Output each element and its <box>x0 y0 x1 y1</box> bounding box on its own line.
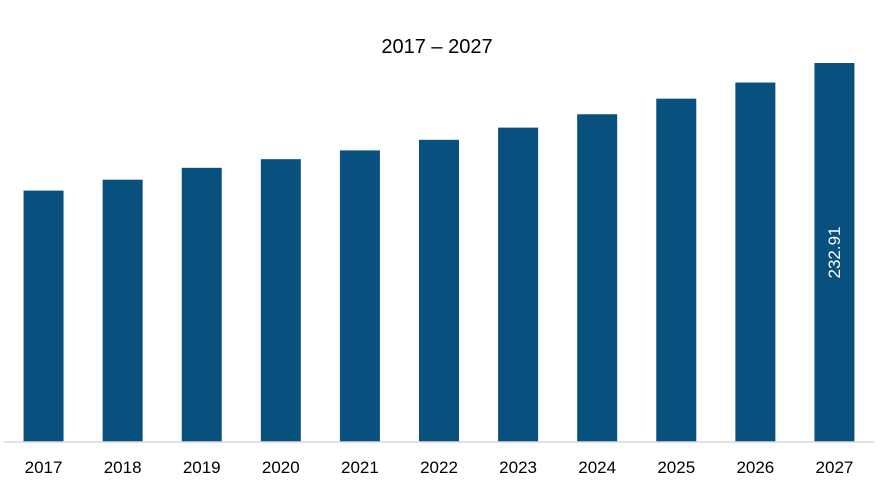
bar-2019 <box>181 167 222 442</box>
x-tick-label-2022: 2022 <box>420 458 458 477</box>
x-tick-label-2017: 2017 <box>25 458 63 477</box>
x-tick-label-2021: 2021 <box>341 458 379 477</box>
bar-2027 <box>814 63 855 442</box>
x-tick-label-2024: 2024 <box>578 458 616 477</box>
bar-2020 <box>260 159 301 442</box>
x-tick-label-2020: 2020 <box>262 458 300 477</box>
chart-title: 2017 – 2027 <box>381 36 492 58</box>
bar-2024 <box>577 114 618 443</box>
x-tick-label-2026: 2026 <box>736 458 774 477</box>
x-tick-label-2019: 2019 <box>183 458 221 477</box>
bar-2022 <box>419 139 459 442</box>
x-tick-label-2023: 2023 <box>499 458 537 477</box>
bar-2017 <box>23 190 64 442</box>
bar-2026 <box>735 82 776 442</box>
bar-2021 <box>339 150 380 442</box>
x-tick-label-2018: 2018 <box>104 458 142 477</box>
data-labels: 232.91 <box>825 227 844 279</box>
bar-2023 <box>498 127 539 443</box>
bar-2018 <box>102 179 143 442</box>
data-label-2027: 232.91 <box>825 227 844 279</box>
x-tick-label-2027: 2027 <box>816 458 854 477</box>
x-tick-labels: 2017 2018 2019 2020 2021 2022 2023 2024 2025 2026… <box>25 458 854 477</box>
bar-2025 <box>656 98 697 443</box>
bars-group <box>23 63 855 443</box>
x-tick-label-2025: 2025 <box>657 458 695 477</box>
